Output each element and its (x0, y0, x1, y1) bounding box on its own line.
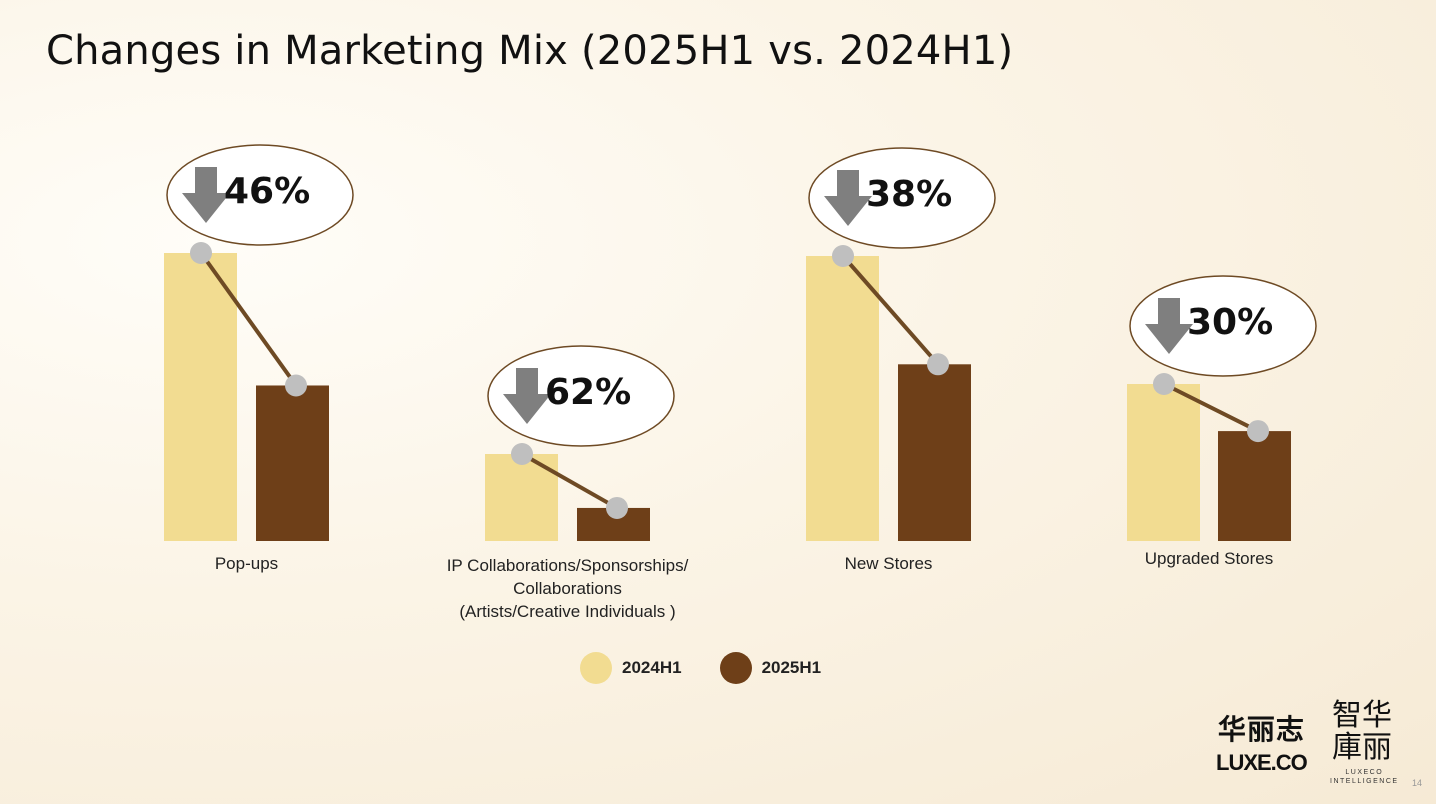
arrow-down-icon (182, 167, 230, 223)
point-2025h1 (285, 374, 307, 397)
point-2024h1 (1153, 373, 1175, 395)
bar-2024h1 (164, 253, 237, 541)
legend-swatch-2025h1 (719, 652, 752, 684)
trend-line (1163, 382, 1259, 433)
point-2024h1 (190, 242, 212, 264)
bar-2025h1 (898, 364, 971, 541)
luxeco-intelligence-logo: 智华 庫丽 LUXECO INTELLIGENCE (1330, 700, 1399, 786)
change-percent-label: 30% (1187, 302, 1274, 343)
page-number: 14 (1412, 778, 1423, 788)
bar-2025h1 (1218, 431, 1291, 541)
category-label: New Stores (844, 554, 933, 573)
change-percent-label: 46% (224, 171, 311, 212)
point-2024h1 (832, 245, 854, 267)
logo-cn-text: 华丽志 (1217, 714, 1305, 745)
bar-2024h1 (806, 256, 879, 541)
legend-item-2024h1: 2024H1 (580, 652, 682, 684)
change-percent-label: 38% (866, 174, 953, 215)
change-percent-label: 62% (545, 372, 632, 413)
intelligence-logo-en: LUXECO INTELLIGENCE (1330, 769, 1399, 785)
intelligence-logo-cn: 智华 庫丽 (1332, 698, 1392, 765)
legend-item-2025h1: 2025H1 (719, 652, 822, 684)
bar-2025h1 (256, 385, 329, 541)
point-2025h1 (1247, 420, 1269, 443)
trend-line (841, 254, 940, 366)
category-label: Upgraded Stores (1144, 549, 1274, 568)
arrow-down-icon (824, 170, 872, 226)
arrow-down-icon (1145, 298, 1193, 354)
chart-legend: 2024H1 2025H1 (580, 652, 859, 684)
bar-2024h1 (1127, 384, 1200, 541)
logo-en-text: LUXE.CO (1216, 750, 1308, 775)
category-label: IP Collaborations/Sponsorships/ Collabor… (446, 556, 689, 621)
legend-label-2024h1: 2024H1 (622, 658, 682, 677)
legend-label-2025h1: 2025H1 (761, 658, 822, 677)
luxeco-logo: 华丽志 LUXE.CO (1216, 708, 1308, 776)
point-2024h1 (511, 443, 533, 465)
arrow-down-icon (503, 368, 551, 424)
legend-swatch-2024h1 (580, 652, 612, 684)
trend-line (521, 452, 618, 510)
point-2025h1 (927, 353, 949, 376)
trend-line (199, 251, 298, 387)
page-title: Changes in Marketing Mix (2025H1 vs. 202… (46, 28, 1014, 74)
point-2025h1 (606, 496, 628, 519)
category-label: Pop-ups (214, 554, 279, 573)
